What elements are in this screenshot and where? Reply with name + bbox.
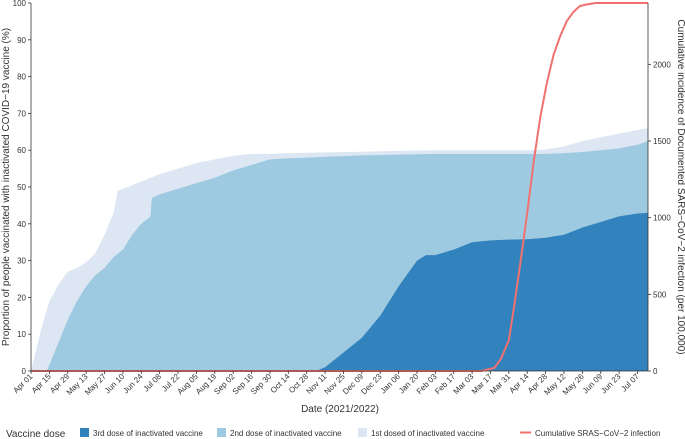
legend-swatch-2nd-dose	[217, 428, 226, 437]
x-tick-label: Jun 24	[121, 372, 145, 396]
x-tick-label: Dec 23	[359, 372, 384, 397]
y-tick-label-left: 50	[17, 183, 26, 192]
x-tick-label: Jun 23	[599, 372, 623, 396]
y-tick-label-left: 20	[17, 293, 26, 302]
legend-label-1st-dose: 1st dosed of inactivated vaccine	[371, 429, 485, 438]
y-tick-label-left: 90	[17, 36, 26, 45]
y-axis-label-left: Proportion of people vaccinated with ina…	[1, 28, 12, 346]
x-tick-label: May 27	[83, 372, 108, 397]
y-tick-label-left: 0	[22, 367, 27, 376]
legend: Vaccine dose 3rd dose of inactivated vac…	[6, 428, 660, 439]
legend-label-3rd-dose: 3rd dose of inactivated vaccine	[93, 429, 203, 438]
x-tick-label: Mar 31	[488, 372, 512, 396]
legend-swatch-1st-dose	[358, 428, 367, 437]
y-tick-label-right: 1500	[653, 137, 671, 146]
legend-swatch-3rd-dose	[80, 428, 89, 437]
y-tick-label-left: 60	[17, 146, 26, 155]
y-axis-label-right: Cumulative incidence of Documented SARS−…	[675, 19, 685, 354]
area-3rd-dose	[31, 212, 648, 371]
y-tick-label-left: 100	[13, 0, 27, 8]
x-tick-label: May 26	[561, 372, 586, 397]
y-tick-label-left: 40	[17, 220, 26, 229]
x-tick-label: Jul 07	[619, 372, 641, 394]
x-tick-label: Sep 30	[249, 372, 274, 397]
area-layer	[31, 128, 648, 371]
legend-title: Vaccine dose	[6, 429, 66, 439]
y-tick-label-left: 70	[17, 109, 26, 118]
y-tick-label-left: 80	[17, 73, 26, 82]
x-axis-label: Date (2021/2022)	[301, 404, 379, 415]
line-layer	[31, 2, 648, 372]
y-tick-label-right: 1000	[653, 214, 671, 223]
line-cumulative-infection	[31, 2, 648, 372]
y-tick-label-right: 500	[653, 290, 667, 299]
legend-label-infection: Cumulative SRAS−CoV−2 infection	[535, 429, 660, 438]
x-tick-label: Jul 08	[142, 372, 164, 394]
y-tick-label-right: 2000	[653, 60, 671, 69]
legend-label-2nd-dose: 2nd dose of inactivated vaccine	[230, 429, 342, 438]
y-tick-label-right: 0	[653, 367, 658, 376]
y-tick-label-left: 10	[17, 330, 26, 339]
y-tick-label-left: 30	[17, 257, 26, 266]
